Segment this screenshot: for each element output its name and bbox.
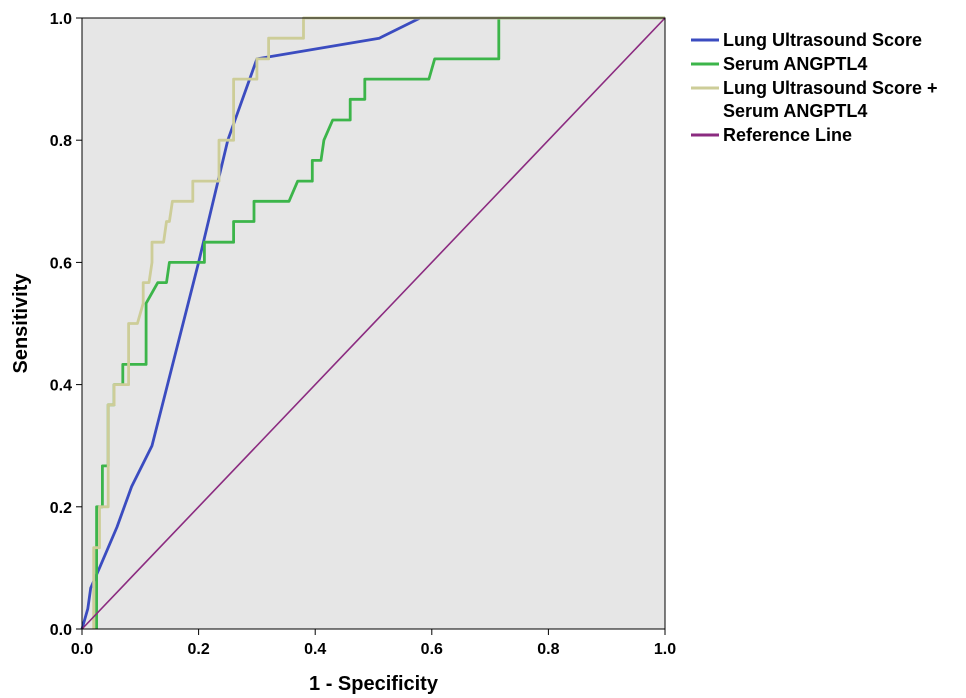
- x-axis-title: 1 - Specificity: [309, 673, 439, 695]
- y-axis-title: Sensitivity: [10, 273, 32, 374]
- y-tick-label: 1.0: [50, 11, 72, 28]
- legend-label-3: Lung Ultrasound Score +: [723, 78, 938, 98]
- legend-label-1: Lung Ultrasound Score: [723, 30, 922, 50]
- y-tick-label: 0.0: [50, 622, 72, 639]
- y-tick-label: 0.6: [50, 255, 72, 272]
- legend: Lung Ultrasound Score Serum ANGPTL4 Lung U…: [691, 30, 938, 145]
- legend-label-2: Serum ANGPTL4: [723, 54, 867, 74]
- x-tick-label: 1.0: [654, 641, 676, 658]
- series-layer: [80, 16, 666, 630]
- x-axis-ticks: 0.0 0.2 0.4 0.6 0.8 1.0: [71, 629, 676, 658]
- y-tick-label: 0.8: [50, 133, 72, 150]
- series-line-3: [92, 16, 665, 629]
- x-tick-label: 0.6: [421, 641, 443, 658]
- y-tick-label: 0.4: [50, 378, 72, 395]
- series-line-4: [81, 17, 666, 630]
- x-tick-label: 0.2: [187, 641, 209, 658]
- series-line-1: [80, 16, 665, 630]
- y-axis-ticks: 0.0 0.2 0.4 0.6 0.8 1.0: [50, 11, 82, 639]
- legend-label-3: Serum ANGPTL4: [723, 101, 867, 121]
- x-tick-label: 0.0: [71, 641, 93, 658]
- legend-label-4: Reference Line: [723, 125, 852, 145]
- y-tick-label: 0.2: [50, 500, 72, 517]
- plot-frame: [81, 17, 666, 630]
- x-tick-label: 0.4: [304, 641, 326, 658]
- x-tick-label: 0.8: [537, 641, 559, 658]
